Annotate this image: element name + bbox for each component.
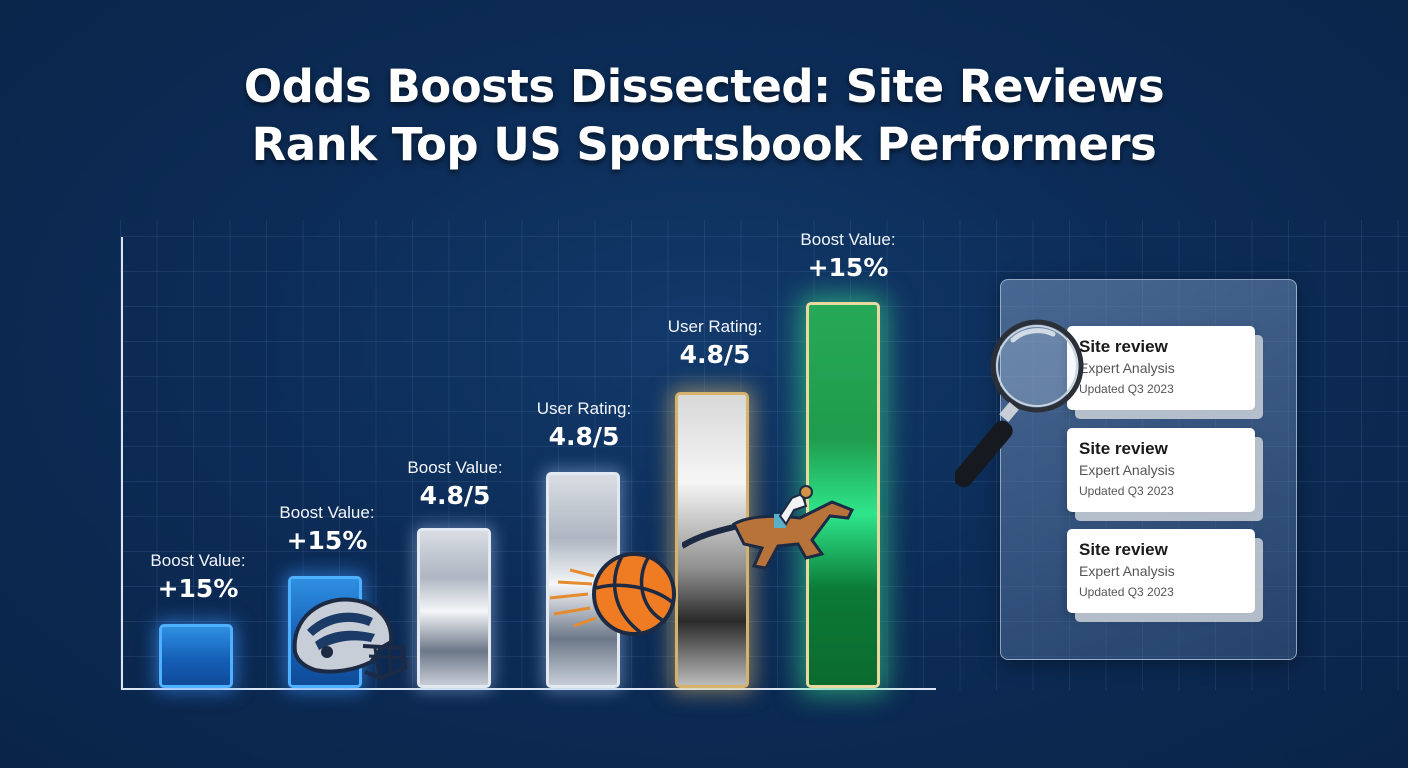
- bar-label-value: +15%: [807, 253, 889, 282]
- y-axis: [121, 237, 123, 690]
- bar-label-value: +15%: [157, 574, 239, 603]
- x-axis: [121, 688, 936, 690]
- review-card-subtitle: Expert Analysis: [1079, 563, 1175, 579]
- bar-label-value: 4.8/5: [679, 340, 751, 369]
- bar-label-2: Boost Value: +15%: [247, 502, 407, 558]
- bar-label-value: 4.8/5: [419, 481, 491, 510]
- page-title: Odds Boosts Dissected: Site Reviews Rank…: [0, 58, 1408, 174]
- bar-label-value: 4.8/5: [548, 422, 620, 451]
- title-line-2: Rank Top US Sportsbook Performers: [251, 118, 1157, 171]
- magnifying-glass-icon: [955, 319, 1084, 488]
- horse-racing-icon: [682, 485, 855, 570]
- bar-label-6: Boost Value: +15%: [768, 229, 928, 285]
- review-card[interactable]: Site review Expert Analysis Updated Q3 2…: [1067, 428, 1255, 512]
- bar-label-caption: User Rating:: [536, 399, 632, 418]
- bar-3: [417, 528, 491, 688]
- bar-label-3: Boost Value: 4.8/5: [375, 457, 535, 513]
- review-card-date: Updated Q3 2023: [1079, 382, 1174, 396]
- title-line-1: Odds Boosts Dissected: Site Reviews: [243, 60, 1165, 113]
- review-card[interactable]: Site review Expert Analysis Updated Q3 2…: [1067, 326, 1255, 410]
- bar-label-caption: Boost Value:: [150, 551, 246, 570]
- bar-label-caption: User Rating:: [667, 317, 763, 336]
- review-card[interactable]: Site review Expert Analysis Updated Q3 2…: [1067, 529, 1255, 613]
- bar-label-1: Boost Value: +15%: [118, 550, 278, 606]
- review-card-title: Site review: [1079, 439, 1168, 458]
- review-panel: Site review Expert Analysis Updated Q3 2…: [1000, 279, 1297, 660]
- review-card-date: Updated Q3 2023: [1079, 585, 1174, 599]
- bar-label-caption: Boost Value:: [800, 230, 896, 249]
- basketball-icon: [549, 552, 676, 636]
- bar-label-5: User Rating: 4.8/5: [635, 316, 795, 372]
- review-card-title: Site review: [1079, 337, 1168, 356]
- bar-label-caption: Boost Value:: [407, 458, 503, 477]
- review-card-subtitle: Expert Analysis: [1079, 462, 1175, 478]
- bar-label-4: User Rating: 4.8/5: [504, 398, 664, 454]
- review-card-subtitle: Expert Analysis: [1079, 360, 1175, 376]
- review-card-title: Site review: [1079, 540, 1168, 559]
- bar-1: [159, 624, 233, 688]
- football-helmet-icon: [292, 597, 408, 681]
- review-card-date: Updated Q3 2023: [1079, 484, 1174, 498]
- bar-label-value: +15%: [286, 526, 368, 555]
- bar-label-caption: Boost Value:: [279, 503, 375, 522]
